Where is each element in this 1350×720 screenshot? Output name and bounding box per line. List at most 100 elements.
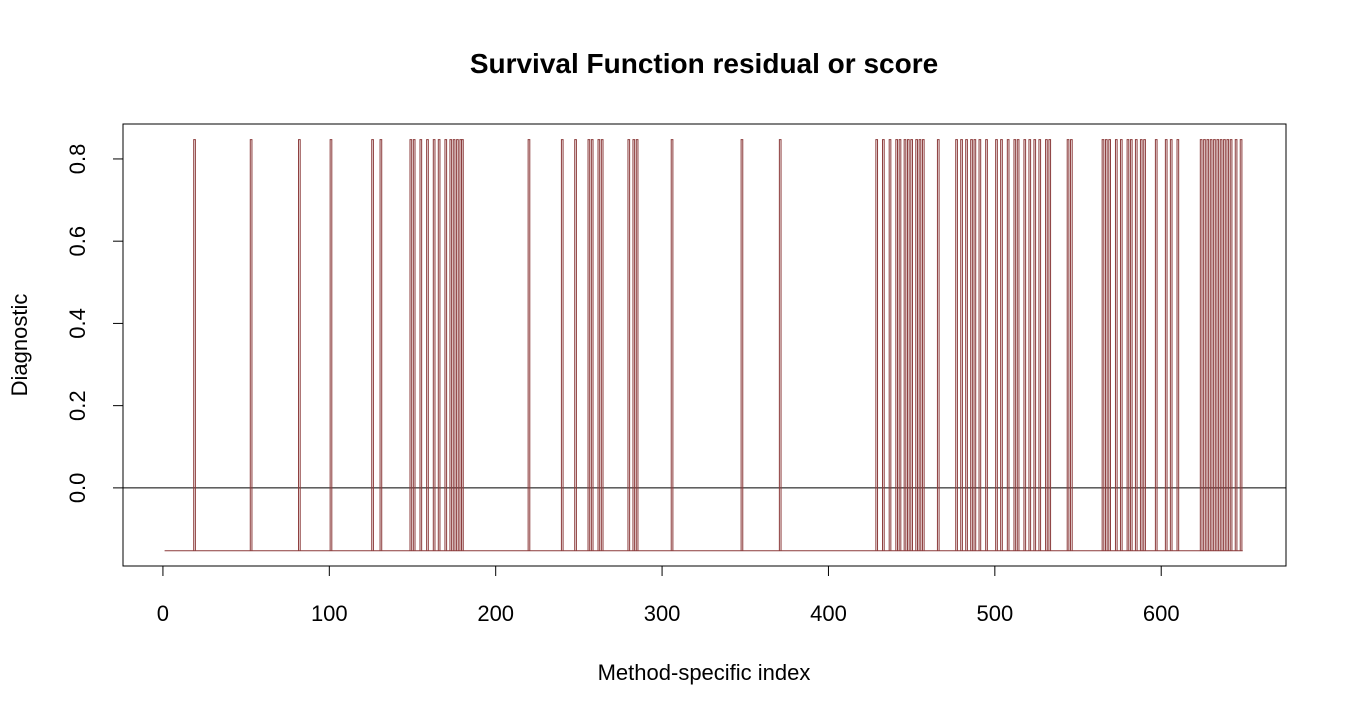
x-tick-label-300: 300 [644, 601, 681, 626]
series-spike-34 [895, 139, 899, 551]
series-spike-24 [600, 139, 604, 551]
series-spike-6 [409, 139, 413, 551]
series-spike-61 [1066, 139, 1070, 551]
series-spike-69 [1129, 139, 1133, 551]
series-spike-23 [597, 139, 601, 551]
series-spike-17 [461, 139, 464, 551]
series-spike-25 [627, 139, 631, 551]
series-spike-73 [1154, 139, 1158, 551]
series-group [164, 139, 1243, 552]
series-spike-59 [1045, 139, 1048, 551]
series-spike-36 [903, 139, 907, 551]
series-spike-77 [1199, 139, 1203, 551]
series-spike-79 [1206, 139, 1210, 551]
x-axis: 0 100 200 300 400 500 600 [157, 565, 1180, 626]
series-spike-32 [882, 139, 885, 551]
series-spike-68 [1126, 139, 1130, 551]
series-spike-66 [1114, 139, 1118, 551]
y-tick-label-1: 0.2 [65, 390, 90, 421]
series-spike-56 [1028, 139, 1032, 551]
series-spike-53 [1013, 139, 1017, 551]
series-spike-0 [193, 139, 196, 551]
series-spike-64 [1104, 139, 1108, 551]
series-spike-27 [635, 139, 639, 551]
y-tick-label-4: 0.8 [65, 144, 90, 175]
series-spike-58 [1038, 139, 1042, 551]
series-spike-11 [437, 139, 441, 551]
series-spike-39 [915, 139, 918, 551]
x-tick-label-200: 200 [477, 601, 514, 626]
series-spike-57 [1033, 139, 1037, 551]
series-spike-74 [1164, 139, 1168, 551]
series-spike-18 [527, 139, 531, 551]
series-spike-86 [1229, 139, 1233, 551]
plot-frame [122, 123, 1287, 567]
y-tick-label-2: 0.4 [65, 308, 90, 339]
series-spike-19 [560, 139, 564, 551]
series-spike-54 [1016, 139, 1020, 551]
series-spike-28 [670, 139, 674, 551]
series-spike-62 [1070, 139, 1073, 551]
x-tick-label-600: 600 [1143, 601, 1180, 626]
series-spike-30 [778, 139, 782, 551]
series-spike-40 [918, 139, 922, 551]
series-spike-12 [444, 139, 448, 551]
series-spike-26 [632, 139, 636, 551]
series-spike-76 [1176, 139, 1180, 551]
series-spike-60 [1048, 139, 1052, 551]
series-spike-67 [1119, 139, 1123, 551]
series-spike-41 [921, 139, 925, 551]
series-spike-52 [1006, 139, 1010, 551]
x-tick-label-400: 400 [810, 601, 847, 626]
series-spike-63 [1101, 139, 1105, 551]
series-spike-43 [955, 139, 958, 551]
series-spike-47 [973, 139, 977, 551]
series-spike-51 [1000, 139, 1003, 551]
series-spike-9 [426, 139, 429, 551]
series-spike-49 [985, 139, 988, 551]
series-spike-14 [452, 139, 456, 551]
y-axis: 0.0 0.2 0.4 0.6 0.8 [65, 144, 124, 504]
series-spike-5 [379, 139, 383, 551]
series-spike-31 [875, 139, 879, 551]
series-spike-1 [249, 139, 253, 551]
chart-title: Survival Function residual or score [470, 48, 938, 79]
series-spike-83 [1219, 139, 1223, 551]
series-spike-38 [910, 139, 913, 551]
y-tick-label-0: 0.0 [65, 473, 90, 504]
x-axis-title: Method-specific index [598, 660, 811, 685]
series-spike-35 [898, 139, 902, 551]
series-spike-84 [1223, 139, 1226, 551]
series-spike-50 [995, 139, 998, 551]
series-spike-37 [906, 139, 910, 551]
series-spike-65 [1108, 139, 1111, 551]
series-spike-45 [965, 139, 968, 551]
x-tick-label-100: 100 [311, 601, 348, 626]
series-spike-71 [1139, 139, 1143, 551]
series-spike-2 [298, 139, 301, 551]
series-spike-87 [1234, 139, 1238, 551]
series-spike-82 [1216, 139, 1220, 551]
series-spike-80 [1209, 139, 1213, 551]
x-tick-label-500: 500 [976, 601, 1013, 626]
series-spike-20 [574, 139, 577, 551]
series-spike-78 [1203, 139, 1206, 551]
series-spike-13 [449, 139, 453, 551]
series-spike-15 [456, 139, 459, 551]
series-spike-75 [1169, 139, 1173, 551]
series-spike-22 [590, 139, 594, 551]
series-spike-4 [371, 139, 374, 551]
series-spike-46 [970, 139, 973, 551]
y-tick-label-3: 0.6 [65, 226, 90, 257]
series-spike-10 [432, 139, 436, 551]
series-spike-7 [412, 139, 416, 551]
series-spike-81 [1213, 139, 1216, 551]
series-spike-42 [936, 139, 940, 551]
series-spike-85 [1226, 139, 1230, 551]
series-spike-8 [419, 139, 423, 551]
series-spike-33 [888, 139, 892, 551]
series-spike-44 [960, 139, 963, 551]
series-spike-21 [587, 139, 591, 551]
series-spike-55 [1023, 139, 1027, 551]
